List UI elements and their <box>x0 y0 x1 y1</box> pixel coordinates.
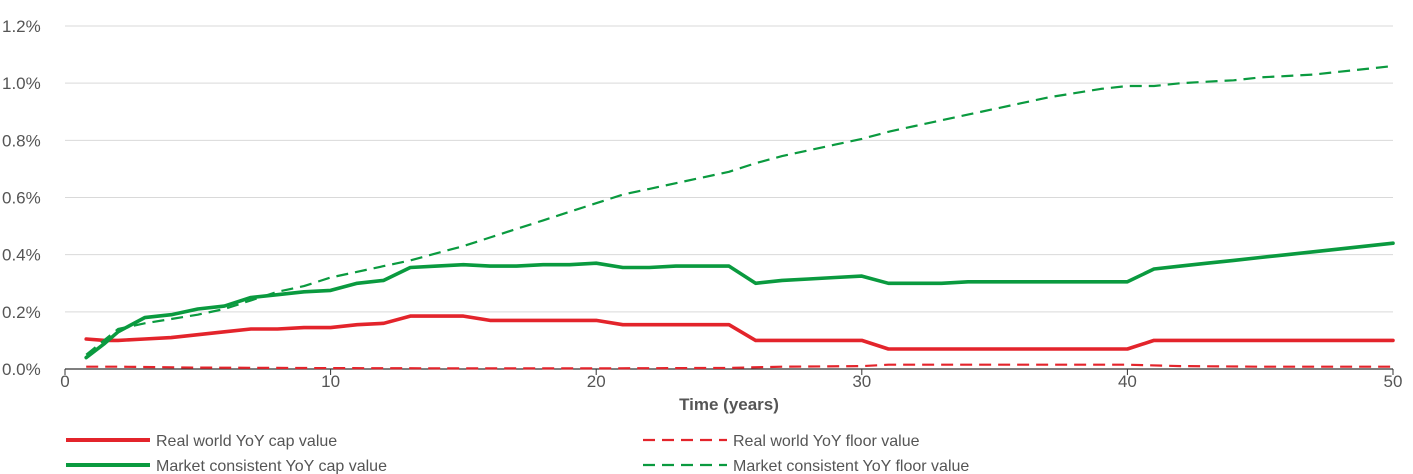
legend-label: Real world YoY cap value <box>156 433 337 450</box>
y-tick-label: 1.2% <box>2 17 41 36</box>
legend-label: Market consistent YoY cap value <box>156 458 387 474</box>
y-axis-ticks: 0.0% 0.2% 0.4% 0.6% 0.8% 1.0% 1.2% <box>2 17 41 379</box>
series-line-1 <box>84 314 1395 351</box>
series-line-4 <box>85 64 1394 356</box>
legend-label: Real world YoY floor value <box>733 433 920 450</box>
y-tick-label: 0.2% <box>2 303 41 322</box>
series-line-2 <box>86 363 1393 370</box>
grid-lines <box>65 25 1393 313</box>
y-tick-label: 0.8% <box>2 131 41 150</box>
legend-label: Market consistent YoY floor value <box>733 458 969 474</box>
legend: Real world YoY cap value Real world YoY f… <box>66 433 969 474</box>
x-axis-label: Time (years) <box>679 395 779 414</box>
x-axis-ticks: 0 10 20 30 40 50 <box>60 369 1402 391</box>
y-tick-label: 0.0% <box>2 360 41 379</box>
x-tick-label: 40 <box>1118 372 1137 391</box>
y-tick-label: 1.0% <box>2 74 41 93</box>
y-tick-label: 0.4% <box>2 246 41 265</box>
x-tick-label: 0 <box>60 372 69 391</box>
y-tick-label: 0.6% <box>2 189 41 208</box>
x-tick-label: 10 <box>321 372 340 391</box>
series-line-3 <box>84 241 1395 360</box>
x-tick-label: 20 <box>587 372 606 391</box>
x-tick-label: 30 <box>852 372 871 391</box>
x-tick-label: 50 <box>1384 372 1403 391</box>
series-lines <box>84 64 1395 370</box>
